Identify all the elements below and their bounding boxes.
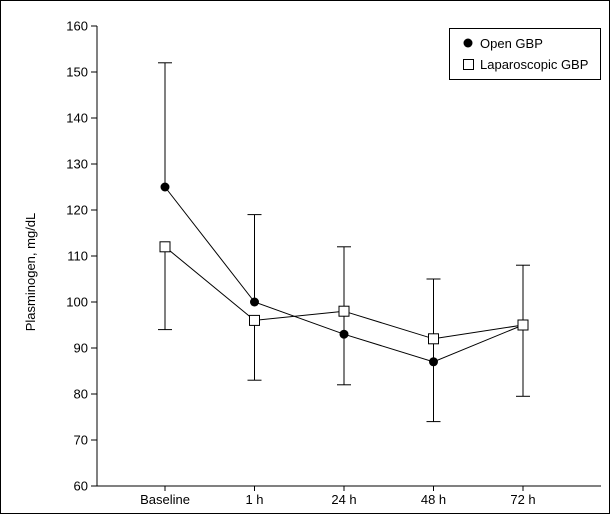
data-point-laparoscopic-gbp bbox=[428, 333, 439, 345]
filled-circle-icon bbox=[460, 38, 476, 48]
data-point-open-gbp bbox=[160, 182, 170, 192]
y-tick-label: 60 bbox=[74, 479, 88, 494]
legend-label-open-gbp: Open GBP bbox=[480, 35, 543, 51]
data-point-open-gbp bbox=[339, 329, 349, 339]
y-tick-label: 70 bbox=[74, 433, 88, 448]
error-bars bbox=[158, 62, 530, 423]
series-markers bbox=[159, 182, 529, 367]
x-tick-label: 72 h bbox=[510, 492, 535, 507]
y-tick-label: 100 bbox=[66, 295, 88, 310]
axes: 60 70 80 90 100 110 120 130 140 150 160 Baseline 1 h… bbox=[66, 19, 601, 507]
x-tick-label: 1 h bbox=[245, 492, 263, 507]
data-point-laparoscopic-gbp bbox=[338, 305, 350, 317]
y-tick-label: 150 bbox=[66, 65, 88, 80]
y-axis-label: Plasminogen, mg/dL bbox=[23, 213, 38, 332]
legend: Open GBP Laparoscopic GBP bbox=[449, 28, 601, 80]
y-tick-label: 130 bbox=[66, 157, 88, 172]
y-tick-label: 110 bbox=[67, 249, 88, 264]
y-tick-label: 80 bbox=[74, 387, 88, 402]
legend-item-open-gbp: Open GBP bbox=[460, 33, 543, 53]
data-point-open-gbp bbox=[429, 357, 438, 367]
x-tick-label: 24 h bbox=[331, 492, 356, 507]
y-tick-label: 140 bbox=[66, 111, 88, 126]
legend-label-laparoscopic-gbp: Laparoscopic GBP bbox=[480, 56, 589, 72]
data-point-laparoscopic-gbp bbox=[517, 319, 529, 331]
x-tick-label: Baseline bbox=[140, 492, 190, 507]
legend-item-laparoscopic-gbp: Laparoscopic GBP bbox=[460, 54, 588, 74]
y-tick-label: 90 bbox=[74, 341, 88, 356]
data-point-laparoscopic-gbp bbox=[159, 241, 171, 253]
x-tick-label: 48 h bbox=[421, 492, 446, 507]
y-tick-label: 120 bbox=[66, 203, 88, 218]
data-point-laparoscopic-gbp bbox=[249, 314, 260, 326]
y-tick-label: 160 bbox=[66, 19, 88, 34]
open-square-icon bbox=[460, 58, 476, 70]
data-point-open-gbp bbox=[250, 297, 259, 307]
